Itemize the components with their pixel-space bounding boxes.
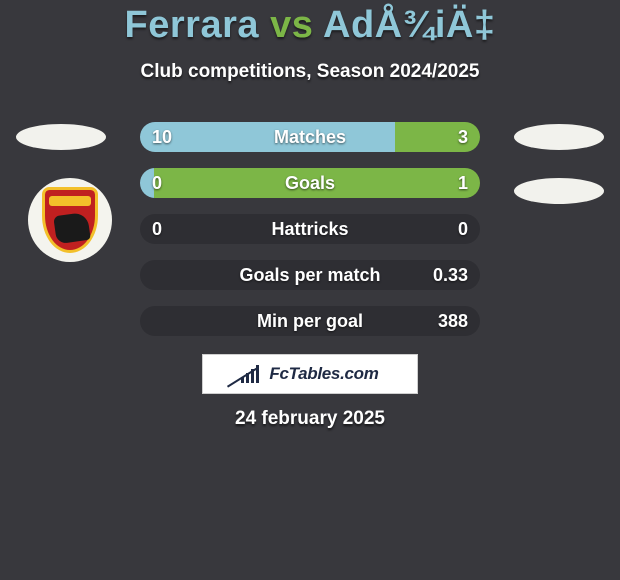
title-left: Ferrara <box>125 4 259 46</box>
stat-label: Min per goal <box>140 306 480 336</box>
title-vs: vs <box>270 4 313 46</box>
stat-label: Matches <box>140 122 480 152</box>
source-badge-text: FcTables.com <box>269 364 378 384</box>
stat-row: 388Min per goal <box>140 306 480 336</box>
stats-panel: 103Matches 01Goals 00Hattricks 0.33Goals pe… <box>140 122 480 352</box>
snapshot-date: 24 february 2025 <box>0 408 620 430</box>
stat-row: 0.33Goals per match <box>140 260 480 290</box>
team-crest-left <box>28 178 112 262</box>
title-right: AdÅ¾iÄ‡ <box>323 4 495 46</box>
source-badge: FcTables.com <box>202 354 418 394</box>
team-logo-placeholder-right-2 <box>514 178 604 204</box>
stat-row: 103Matches <box>140 122 480 152</box>
comparison-title: Ferrara vs AdÅ¾iÄ‡ <box>0 0 620 47</box>
team-logo-placeholder-right-1 <box>514 124 604 150</box>
stat-row: 00Hattricks <box>140 214 480 244</box>
stat-label: Goals <box>140 168 480 198</box>
subtitle: Club competitions, Season 2024/2025 <box>0 61 620 83</box>
stat-label: Goals per match <box>140 260 480 290</box>
stat-label: Hattricks <box>140 214 480 244</box>
shield-icon <box>42 187 98 253</box>
stat-row: 01Goals <box>140 168 480 198</box>
team-logo-placeholder-left-1 <box>16 124 106 150</box>
